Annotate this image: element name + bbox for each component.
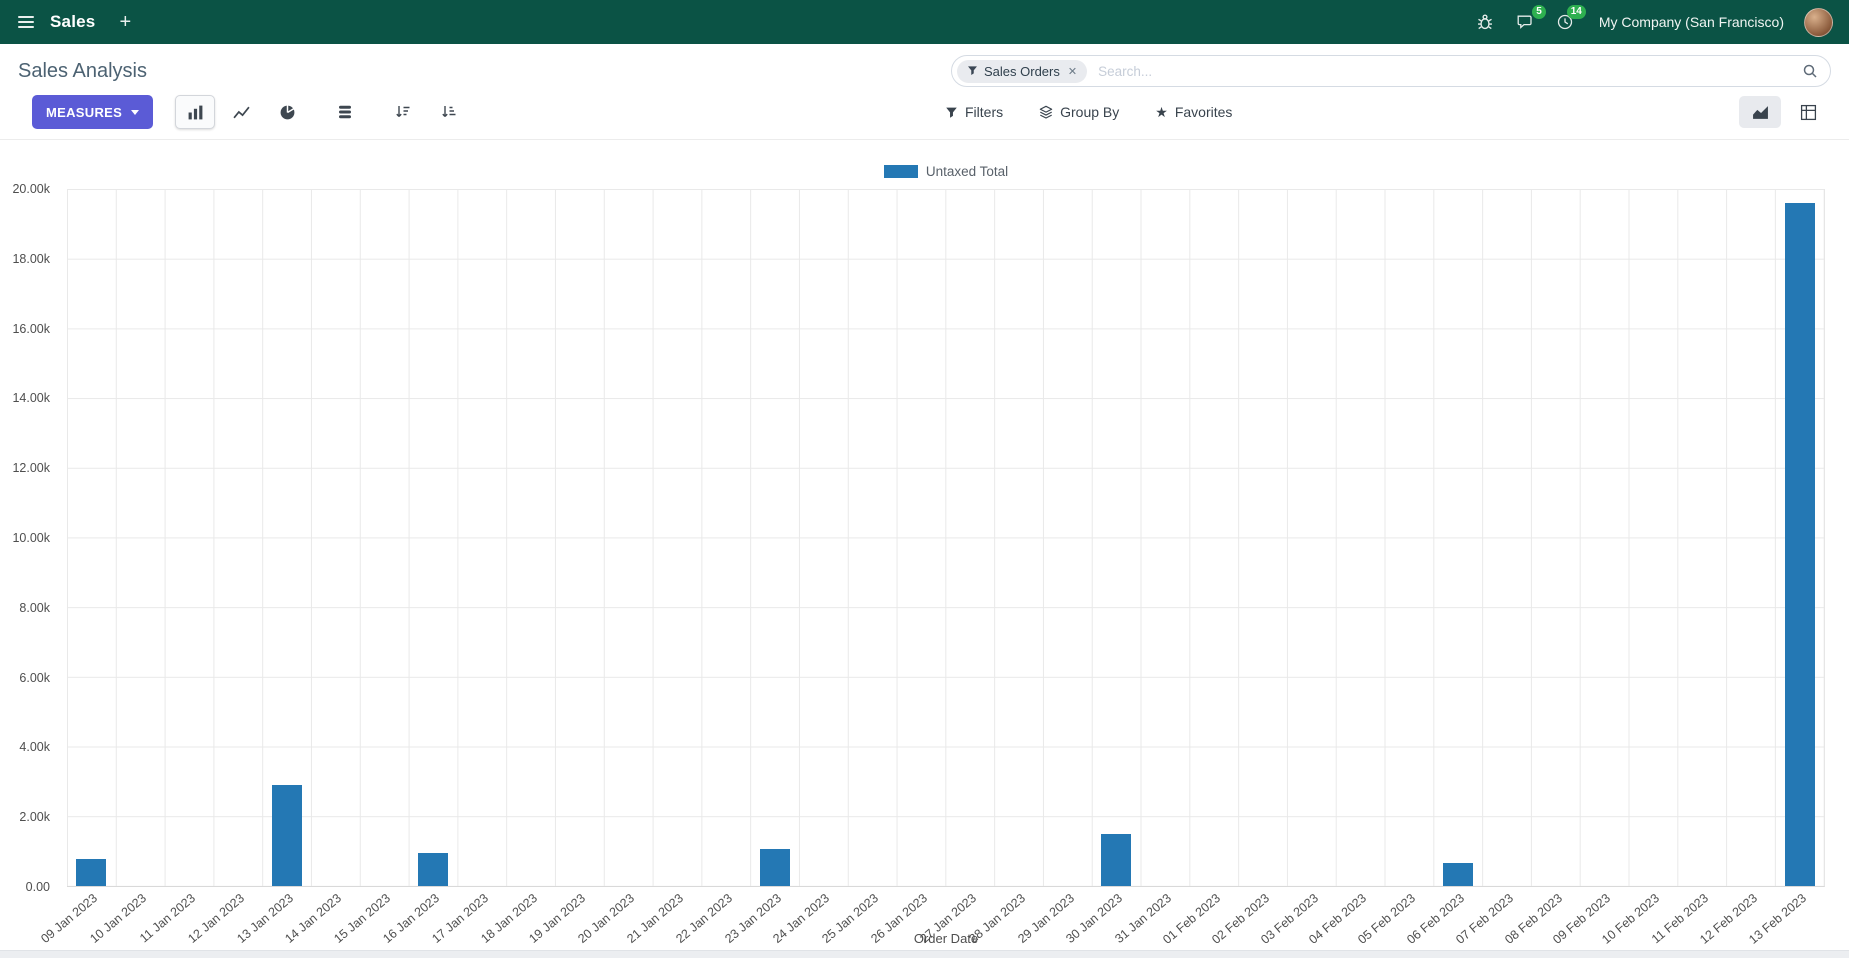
- legend-swatch: [883, 165, 918, 178]
- debug-bug-icon[interactable]: [1475, 12, 1495, 32]
- messages-button[interactable]: 5: [1515, 5, 1546, 32]
- chat-bubble-icon: [1517, 15, 1532, 29]
- star-icon: ★: [1155, 104, 1168, 120]
- bar-06-feb-2023[interactable]: [1442, 863, 1473, 886]
- filter-funnel-icon: [967, 64, 978, 79]
- bar-16-jan-2023[interactable]: [418, 852, 449, 886]
- filters-button[interactable]: Filters: [945, 104, 1003, 120]
- y-tick-label: 20.00k: [12, 182, 50, 196]
- plot-area: 09 Jan 2023 10 Jan 2023 11 Jan 2023 12 Jan …: [39, 189, 1825, 947]
- bar-chart-view-button[interactable]: [175, 95, 216, 129]
- chart-legend[interactable]: Untaxed Total: [67, 164, 1825, 179]
- sort-ascending-button[interactable]: [429, 95, 469, 129]
- bar-23-jan-2023[interactable]: [759, 849, 790, 886]
- clock-icon: [1557, 14, 1572, 30]
- pie-chart-icon: [280, 104, 295, 119]
- x-axis-title: Order Date: [913, 931, 979, 946]
- view-switcher: [1739, 96, 1829, 128]
- bar-chart-icon: [188, 105, 202, 119]
- y-tick-label: 4.00k: [19, 740, 50, 755]
- search-input[interactable]: [1096, 62, 1793, 80]
- bar-13-jan-2023[interactable]: [271, 784, 302, 886]
- chart-type-group: [175, 95, 307, 129]
- new-tab-plus-button[interactable]: +: [119, 11, 132, 33]
- chart-area: Untaxed Total 0.00 2.00k 4.00k 6.00k 8.00k 10…: [0, 140, 1849, 950]
- pie-chart-view-button[interactable]: [267, 95, 307, 129]
- y-tick-label: 18.00k: [12, 251, 50, 266]
- y-axis: 0.00 2.00k 4.00k 6.00k 8.00k 10.00k 12.00k 14.0…: [0, 182, 58, 894]
- stacked-icon: [339, 105, 352, 119]
- activities-button[interactable]: 14: [1555, 5, 1586, 32]
- sort-descending-button[interactable]: [383, 95, 423, 129]
- search-facet-label: Sales Orders: [984, 63, 1060, 79]
- stacked-toggle-button[interactable]: [325, 95, 365, 129]
- page-title: Sales Analysis: [18, 59, 147, 82]
- caret-down-icon: [131, 109, 140, 115]
- control-panel: Sales Analysis Sales Orders ✕ MEASURES: [0, 44, 1849, 140]
- navbar-right: 5 14 My Company (San Francisco): [1475, 5, 1833, 37]
- sort-ascending-icon: [442, 106, 456, 117]
- group-by-button[interactable]: Group By: [1039, 104, 1119, 120]
- y-tick-label: 10.00k: [12, 531, 50, 545]
- y-tick-label: 6.00k: [19, 670, 50, 685]
- line-chart-view-button[interactable]: [221, 95, 261, 129]
- layers-icon: [1039, 105, 1053, 119]
- favorites-button[interactable]: ★ Favorites: [1155, 104, 1232, 120]
- y-tick-label: 2.00k: [19, 810, 50, 825]
- graph-view-switcher[interactable]: [1739, 96, 1781, 128]
- y-tick-label: 12.00k: [12, 461, 50, 476]
- y-tick-label: 0.00: [25, 880, 50, 894]
- y-tick-label: 14.00k: [12, 391, 50, 406]
- top-navbar: Sales + 5 14 My Company (San Francisco): [0, 0, 1849, 44]
- measures-button[interactable]: MEASURES: [32, 95, 154, 129]
- group-by-label: Group By: [1060, 104, 1120, 120]
- search-facet[interactable]: Sales Orders ✕: [957, 59, 1088, 83]
- search-options-group: Filters Group By ★ Favorites: [945, 104, 1232, 120]
- app-name[interactable]: Sales: [50, 12, 96, 31]
- area-chart-icon: [1752, 105, 1768, 119]
- search-bar[interactable]: Sales Orders ✕: [951, 55, 1831, 87]
- horizontal-scrollbar[interactable]: [0, 950, 1849, 958]
- line-chart-icon: [232, 106, 250, 118]
- bar-13-feb-2023[interactable]: [1784, 202, 1815, 886]
- activities-badge: 14: [1566, 5, 1586, 19]
- user-avatar[interactable]: [1804, 7, 1833, 37]
- filter-funnel-icon: [946, 107, 957, 118]
- measures-label: MEASURES: [46, 104, 123, 120]
- pivot-view-switcher[interactable]: [1787, 96, 1829, 128]
- legend-label: Untaxed Total: [925, 164, 1009, 179]
- facet-remove-icon[interactable]: ✕: [1067, 65, 1078, 78]
- pivot-table-icon: [1800, 104, 1816, 120]
- bar-09-jan-2023[interactable]: [76, 858, 107, 886]
- apps-menu-icon[interactable]: [16, 12, 36, 32]
- company-switcher[interactable]: My Company (San Francisco): [1598, 14, 1784, 30]
- navbar-left: Sales +: [16, 12, 131, 32]
- bar-30-jan-2023[interactable]: [1101, 833, 1132, 886]
- y-tick-label: 16.00k: [12, 321, 50, 336]
- messages-badge: 5: [1532, 5, 1546, 19]
- filters-label: Filters: [965, 104, 1004, 120]
- sort-descending-icon: [396, 106, 410, 117]
- search-icon[interactable]: [1802, 63, 1818, 79]
- favorites-label: Favorites: [1174, 104, 1233, 120]
- y-tick-label: 8.00k: [19, 600, 50, 615]
